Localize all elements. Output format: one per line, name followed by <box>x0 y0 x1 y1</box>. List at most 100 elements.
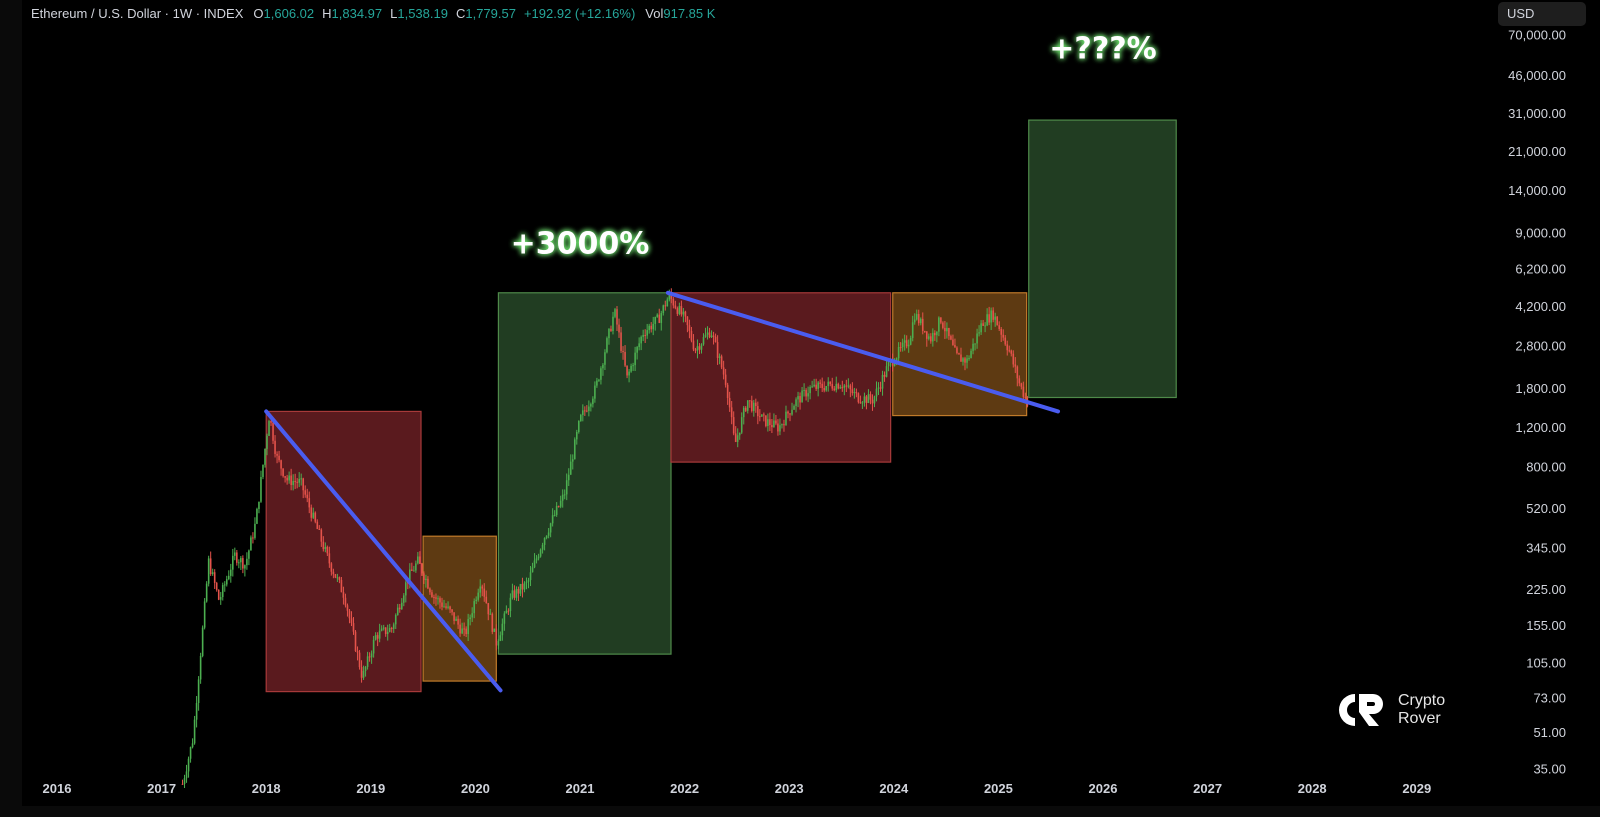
candle-92 <box>366 651 369 670</box>
candle-176 <box>535 555 538 564</box>
candle-12 <box>205 581 208 603</box>
candle-body <box>425 578 427 581</box>
candle-289 <box>763 412 765 422</box>
candle-body <box>525 581 528 583</box>
candle-226 <box>636 346 638 360</box>
candle-body <box>565 480 568 495</box>
candle-body <box>567 474 570 481</box>
candle-151 <box>485 590 488 604</box>
candle-body <box>193 719 196 744</box>
candle-141 <box>465 626 467 638</box>
candle-body <box>479 586 482 593</box>
candle-body <box>378 630 381 639</box>
candle-body <box>487 603 490 615</box>
candle-255 <box>694 347 697 354</box>
trendline-0[interactable] <box>264 409 503 693</box>
candle-body <box>925 331 928 339</box>
candle-body <box>205 583 208 602</box>
y-tick-9: 1,800.00 <box>1515 381 1566 396</box>
candle-body <box>736 435 739 442</box>
candle-body <box>248 550 250 559</box>
candle-body <box>382 627 385 629</box>
candle-282 <box>748 400 751 408</box>
candle-27 <box>236 550 238 566</box>
candle-313 <box>811 380 813 388</box>
candle-body <box>559 500 562 507</box>
candle-298 <box>781 423 783 429</box>
candle-402 <box>990 307 992 331</box>
candle-216 <box>616 306 618 331</box>
candle-123 <box>429 587 431 595</box>
y-tick-6: 6,200.00 <box>1515 262 1566 277</box>
candle-249 <box>682 308 685 323</box>
candle-body <box>716 342 719 358</box>
candle-body <box>996 316 998 326</box>
candle-body <box>861 402 864 404</box>
candle-body <box>491 613 494 632</box>
candle-158 <box>499 631 502 642</box>
candle-193 <box>569 454 572 475</box>
candle-372 <box>930 333 932 344</box>
annotation-1: +???% <box>1049 31 1156 66</box>
symbol-title[interactable]: Ethereum / U.S. Dollar · 1W · INDEX <box>31 5 244 21</box>
candle-395 <box>976 328 978 349</box>
candle-186 <box>555 502 558 517</box>
candle-body <box>433 597 435 599</box>
candle-body <box>992 310 994 320</box>
candle-32 <box>246 552 248 570</box>
candle-body <box>209 558 212 575</box>
left-frame-edge <box>0 0 22 817</box>
candle-body <box>463 628 465 630</box>
candle-286 <box>757 401 759 425</box>
candle-body <box>547 532 550 536</box>
candle-349 <box>883 371 886 382</box>
candle-body <box>344 597 347 606</box>
candle-body <box>384 627 387 635</box>
candle-160 <box>503 611 506 631</box>
trendline-1[interactable] <box>665 290 1061 414</box>
candle-191 <box>565 473 568 501</box>
candle-body <box>905 340 908 347</box>
candle-290 <box>765 415 767 428</box>
candle-412 <box>1010 349 1013 357</box>
candle-body <box>238 562 240 564</box>
candle-body <box>437 598 439 600</box>
candle-body <box>672 298 675 306</box>
candle-body <box>374 635 377 640</box>
y-axis[interactable]: 70,000.00 46,000.00 31,000.00 21,000.00 14,0… <box>1508 28 1566 777</box>
candle-body <box>535 558 538 561</box>
candle-41 <box>264 448 266 468</box>
candle-336 <box>857 392 860 404</box>
candle-306 <box>797 391 799 408</box>
candle-48 <box>278 450 280 463</box>
candle-341 <box>867 389 870 404</box>
candle-56 <box>294 473 296 489</box>
candle-307 <box>799 392 801 410</box>
candle-body <box>370 653 373 658</box>
candle-414 <box>1014 357 1017 374</box>
candle-body <box>594 385 596 399</box>
x-tick-2026: 2026 <box>1089 781 1118 796</box>
candle-177 <box>537 553 540 561</box>
currency-button[interactable]: USD <box>1498 2 1586 26</box>
candle-150 <box>483 583 486 602</box>
candle-body <box>942 322 944 328</box>
candle-body <box>797 396 799 400</box>
candle-288 <box>761 414 763 417</box>
candle-body <box>799 396 801 403</box>
candle-0 <box>181 779 184 785</box>
candle-body <box>755 402 757 407</box>
candle-body <box>242 558 244 569</box>
candle-238 <box>660 310 663 331</box>
candle-323 <box>831 377 834 391</box>
candle-381 <box>948 327 950 340</box>
candle-body <box>467 619 469 635</box>
candle-body <box>541 544 544 550</box>
candle-230 <box>644 329 646 343</box>
candle-124 <box>431 589 433 598</box>
candle-body <box>332 571 335 575</box>
candle-body <box>598 379 600 381</box>
candle-body <box>602 364 604 369</box>
candle-body <box>455 618 457 621</box>
